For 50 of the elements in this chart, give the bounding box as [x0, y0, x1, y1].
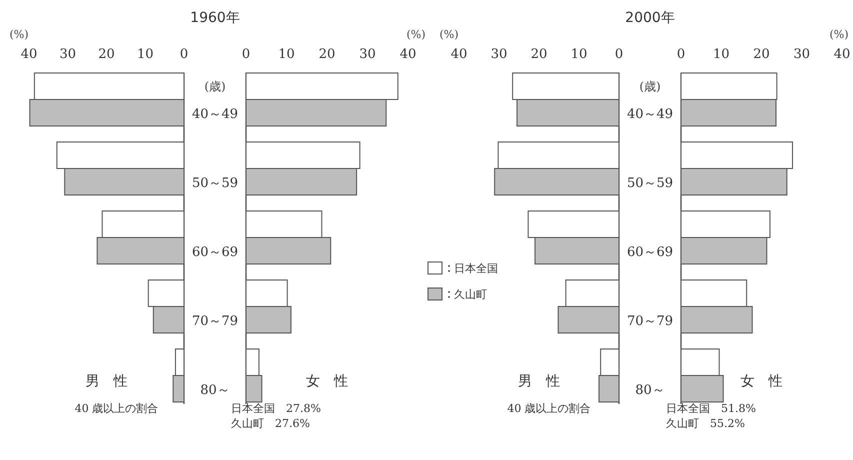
x-tick-label: 20 [530, 47, 548, 62]
x-tick-label: 10 [570, 47, 588, 62]
y-tick-label: 70～79 [626, 314, 674, 329]
x-tick-label: 0 [242, 47, 250, 62]
y-tick-label: 80～ [200, 382, 230, 398]
y-axis-title: (歳) [204, 79, 226, 94]
y-tick-label: 70～79 [192, 314, 238, 329]
y-tick-label: 50～59 [192, 176, 238, 191]
x-tick-label: 10 [278, 47, 295, 62]
x-tick-label: 40 [834, 47, 850, 62]
y-tick-label: 80～ [635, 382, 665, 398]
x-tick-label: 30 [490, 47, 508, 62]
annotation: 女 性 [740, 374, 782, 390]
annotation: 日本全国 51.8% [666, 402, 756, 415]
annotation: 40 歳以上の割合 [507, 402, 591, 415]
y-tick-label: 40～49 [192, 106, 238, 122]
x-tick-label: 0 [180, 47, 188, 62]
text: 1960年 [190, 10, 240, 26]
x-tick-label: 30 [359, 47, 376, 62]
y-tick-label: 60～69 [626, 244, 674, 260]
x-tick-label: 40 [20, 47, 38, 62]
x-tick-label: 20 [98, 47, 115, 62]
x-axis-title: (%) [406, 28, 426, 41]
x-tick-label: 0 [614, 47, 624, 62]
x-tick-label: 10 [136, 47, 154, 62]
text: 2000年 [625, 10, 675, 26]
annotation: 女 性 [306, 374, 348, 390]
legend-label: 久山町 [454, 288, 487, 301]
x-tick-label: 40 [400, 47, 416, 62]
x-tick-label: 30 [59, 47, 76, 62]
x-tick-label: 20 [753, 47, 770, 62]
y-tick-label: 60～69 [192, 244, 238, 260]
x-tick-label: 20 [318, 47, 336, 62]
text: 久山町 27.6% [231, 417, 310, 430]
y-tick-label: 40～49 [626, 106, 674, 122]
x-tick-label: 30 [793, 47, 810, 62]
legend-label: 日本全国 [454, 262, 498, 275]
annotation: 40 歳以上の割合 [74, 402, 158, 415]
x-axis-title: (%) [9, 28, 29, 41]
x-axis-title: (%) [439, 28, 459, 41]
y-axis-title: (歳) [639, 79, 661, 94]
annotation: 男 性 [86, 374, 128, 390]
y-tick-label: 50～59 [626, 176, 674, 191]
x-tick-label: 10 [712, 47, 730, 62]
x-tick-label: 0 [676, 47, 686, 62]
text: 久山町 55.2% [666, 417, 745, 430]
annotation: 日本全国 27.8% [231, 402, 321, 415]
x-tick-label: 40 [450, 47, 468, 62]
annotation: 男 性 [518, 374, 560, 390]
x-axis-title: (%) [829, 28, 849, 41]
